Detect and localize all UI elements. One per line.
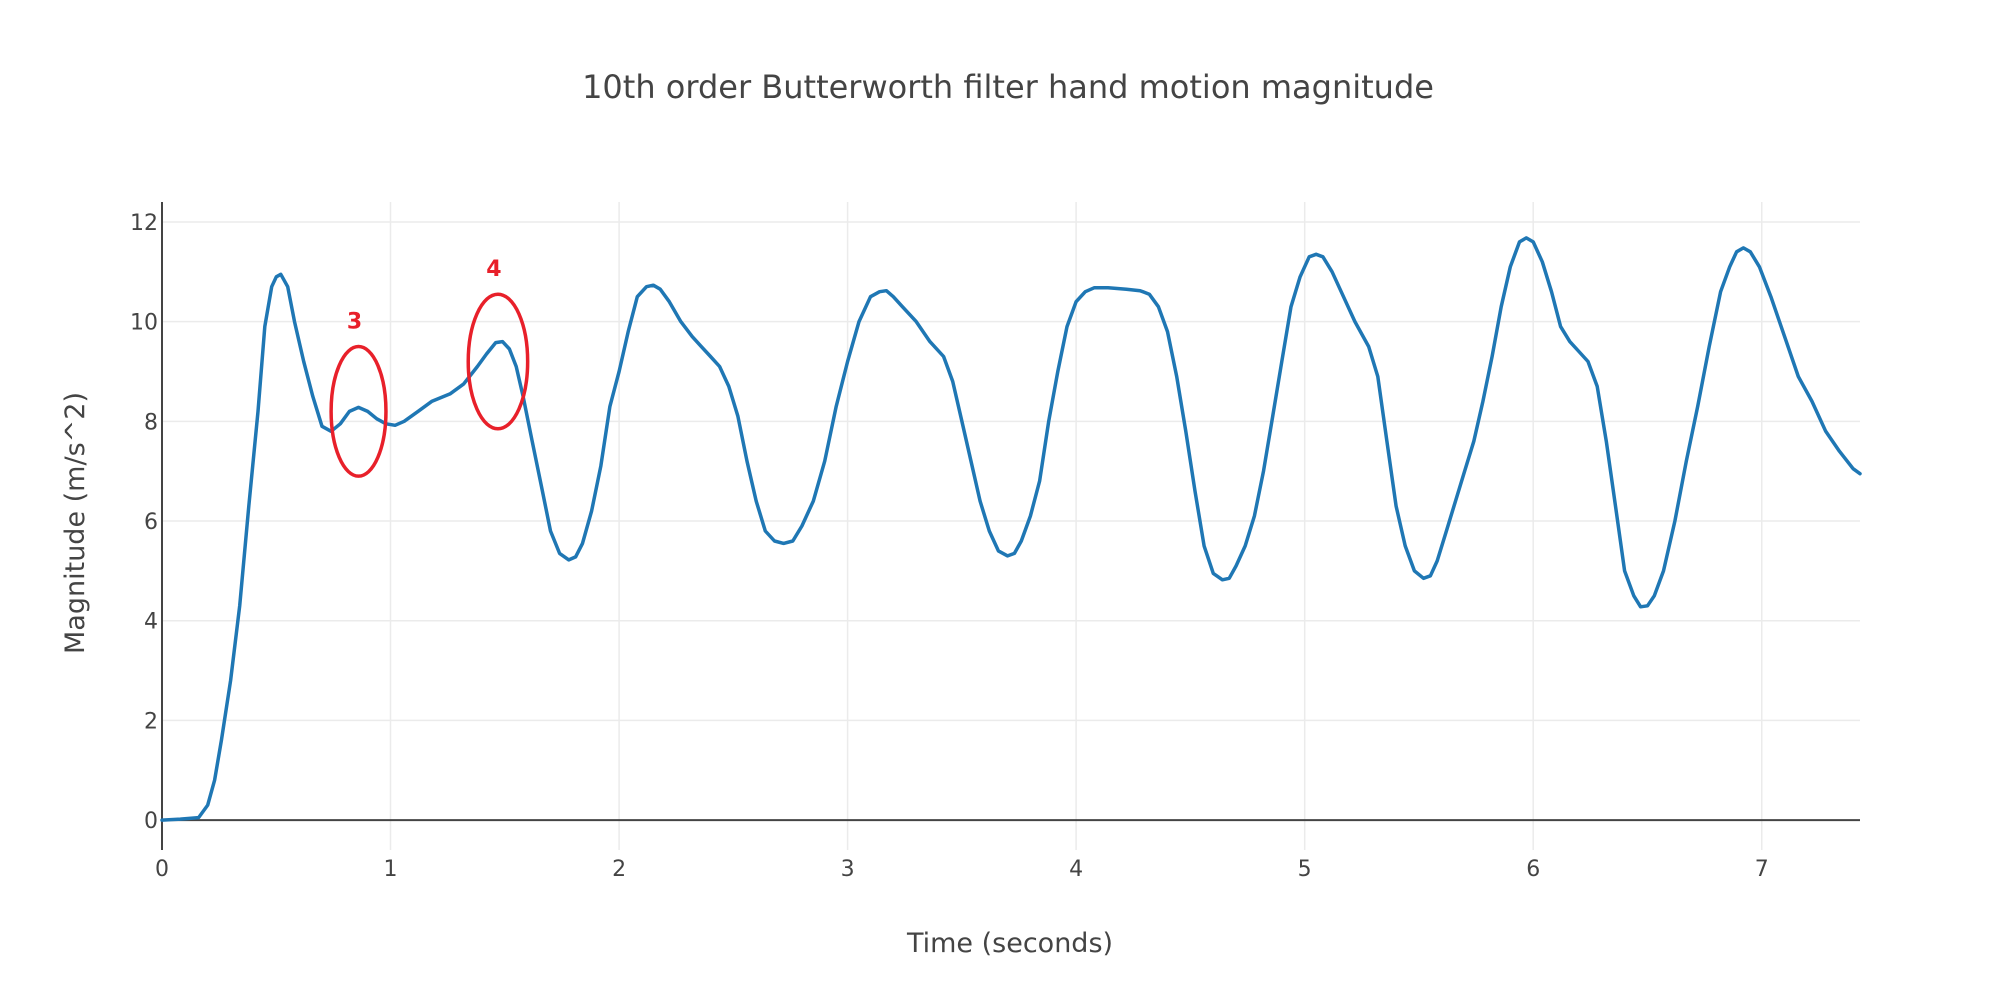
y-tick-label: 10 [130, 311, 158, 336]
annotation-label-4: 4 [486, 257, 501, 282]
y-tick-label: 4 [144, 610, 158, 635]
y-tick-label: 0 [144, 809, 158, 834]
axes [161, 202, 1860, 850]
annotation-label-3: 3 [347, 310, 362, 335]
y-tick-label: 12 [130, 211, 158, 236]
x-tick-label: 0 [155, 857, 169, 882]
x-tick-label: 5 [1298, 857, 1312, 882]
series [160, 236, 1862, 822]
chart-title: 10th order Butterworth filter hand motio… [582, 68, 1434, 106]
x-tick-label: 7 [1755, 857, 1769, 882]
x-tick-label: 6 [1526, 857, 1540, 882]
x-tick-label: 4 [1069, 857, 1083, 882]
x-tick-label: 3 [841, 857, 855, 882]
series-line-0 [160, 236, 1862, 822]
grid [162, 202, 1860, 850]
y-tick-label: 2 [144, 709, 158, 734]
x-tick-label: 1 [384, 857, 398, 882]
y-axis-ticks: 0 2 4 6 8 10 12 [130, 211, 158, 834]
annotations: 34 [329, 257, 530, 478]
annotation-ellipse-3 [329, 344, 388, 478]
y-axis-title: Magnitude (m/s^2) [60, 392, 91, 654]
y-tick-label: 6 [144, 510, 158, 535]
y-tick-label: 8 [144, 410, 158, 435]
annotation-ellipse-4 [466, 292, 530, 431]
x-tick-label: 2 [612, 857, 626, 882]
x-axis-title: Time (seconds) [906, 928, 1113, 959]
x-axis-ticks: 0 1 2 3 4 5 6 7 [155, 857, 1769, 882]
